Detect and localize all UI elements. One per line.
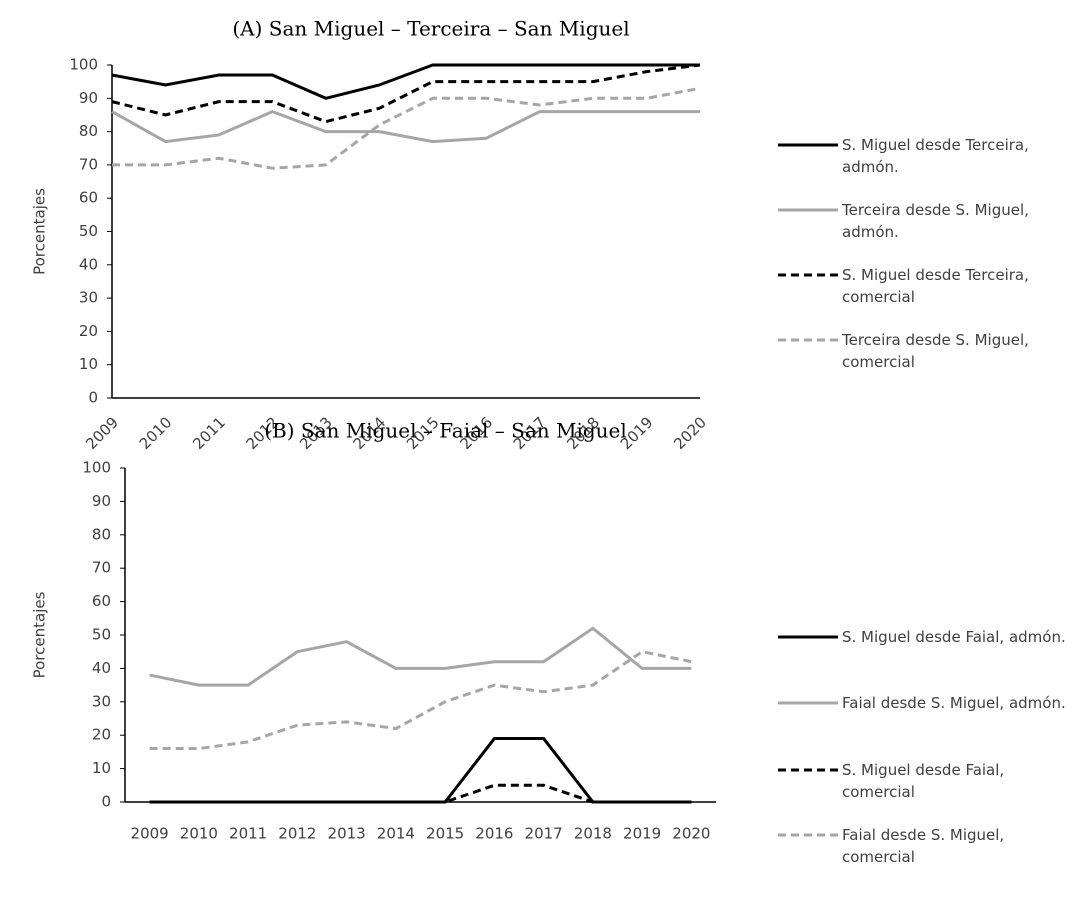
x-tick-label: 2012 [278, 825, 316, 843]
y-tick-label: 100 [69, 56, 98, 74]
legend-line: S. Miguel desde Faial, [842, 761, 1004, 779]
legend-line: comercial [842, 288, 915, 306]
x-tick-label: 2010 [180, 825, 218, 843]
legend-label: S. Miguel desde Terceira, comercial [842, 266, 1029, 306]
chart-title: (B) San Miguel – Faial – San Miguel [264, 419, 627, 443]
x-tick-label: 2020 [670, 413, 710, 453]
y-tick-label: 0 [88, 389, 98, 407]
legend-line: S. Miguel desde Terceira, [842, 266, 1029, 284]
y-tick-label: 70 [79, 155, 98, 173]
y-tick-label: 40 [92, 659, 111, 677]
x-tick-label: 2020 [672, 825, 710, 843]
series-line [112, 86, 701, 170]
series-line [149, 783, 692, 804]
series-line [111, 63, 700, 100]
legend-line: Terceira desde S. Miguel, [841, 201, 1029, 219]
legend-label: S. Miguel desde Terceira, admón. [842, 136, 1029, 176]
legend-label: Terceira desde S. Miguel, comercial [841, 331, 1029, 371]
x-tick-label: 2011 [189, 413, 229, 453]
legend-line: comercial [842, 783, 915, 801]
y-tick-label: 0 [101, 793, 111, 811]
legend-label: S. Miguel desde Faial, comercial [842, 761, 1004, 801]
x-tick-label: 2013 [328, 825, 366, 843]
y-tick-label: 90 [79, 89, 98, 107]
y-axis-label: Porcentajes [31, 591, 49, 678]
legend-line: admón. [842, 223, 899, 241]
y-tick-label: 40 [79, 255, 98, 273]
legend-line: S. Miguel desde Faial, admón. [842, 628, 1066, 646]
x-tick-label: 2017 [525, 825, 563, 843]
x-tick-label: 2018 [574, 825, 612, 843]
y-tick-label: 50 [92, 626, 111, 644]
x-tick-label: 2014 [377, 825, 415, 843]
legend-line: Faial desde S. Miguel, admón. [842, 694, 1066, 712]
x-tick-label: 2009 [82, 413, 122, 453]
x-tick-label: 2015 [426, 825, 464, 843]
legend-line: comercial [842, 848, 915, 866]
x-tick-label: 2019 [623, 825, 661, 843]
legend-label: S. Miguel desde Faial, admón. [842, 628, 1066, 646]
legend-line: comercial [842, 353, 915, 371]
y-tick-label: 30 [92, 692, 111, 710]
series-line [149, 650, 692, 751]
legend-line: S. Miguel desde Terceira, [842, 136, 1029, 154]
y-tick-label: 10 [92, 759, 111, 777]
series-line [149, 626, 692, 687]
chart-title: (A) San Miguel – Terceira – San Miguel [232, 17, 629, 41]
legend-line: admón. [842, 158, 899, 176]
y-tick-label: 30 [79, 289, 98, 307]
y-tick-label: 90 [92, 492, 111, 510]
y-axis-label: Porcentajes [31, 188, 49, 275]
y-tick-label: 60 [79, 189, 98, 207]
series-line [111, 110, 700, 144]
y-tick-label: 80 [92, 525, 111, 543]
x-tick-label: 2009 [131, 825, 169, 843]
legend-line: Faial desde S. Miguel, [842, 826, 1004, 844]
legend-label: Faial desde S. Miguel, admón. [842, 694, 1066, 712]
y-tick-label: 80 [79, 122, 98, 140]
legend-label: Terceira desde S. Miguel, admón. [841, 201, 1029, 241]
x-tick-label: 2016 [475, 825, 513, 843]
y-tick-label: 20 [79, 322, 98, 340]
series-line [149, 737, 692, 804]
series-line [111, 63, 701, 124]
y-tick-label: 100 [82, 459, 111, 477]
legend-label: Faial desde S. Miguel, comercial [842, 826, 1004, 866]
y-tick-label: 60 [92, 592, 111, 610]
y-tick-label: 10 [79, 355, 98, 373]
x-tick-label: 2011 [229, 825, 267, 843]
y-tick-label: 50 [79, 222, 98, 240]
y-tick-label: 70 [92, 559, 111, 577]
x-tick-label: 2010 [136, 413, 176, 453]
y-tick-label: 20 [92, 726, 111, 744]
legend-line: Terceira desde S. Miguel, [841, 331, 1029, 349]
